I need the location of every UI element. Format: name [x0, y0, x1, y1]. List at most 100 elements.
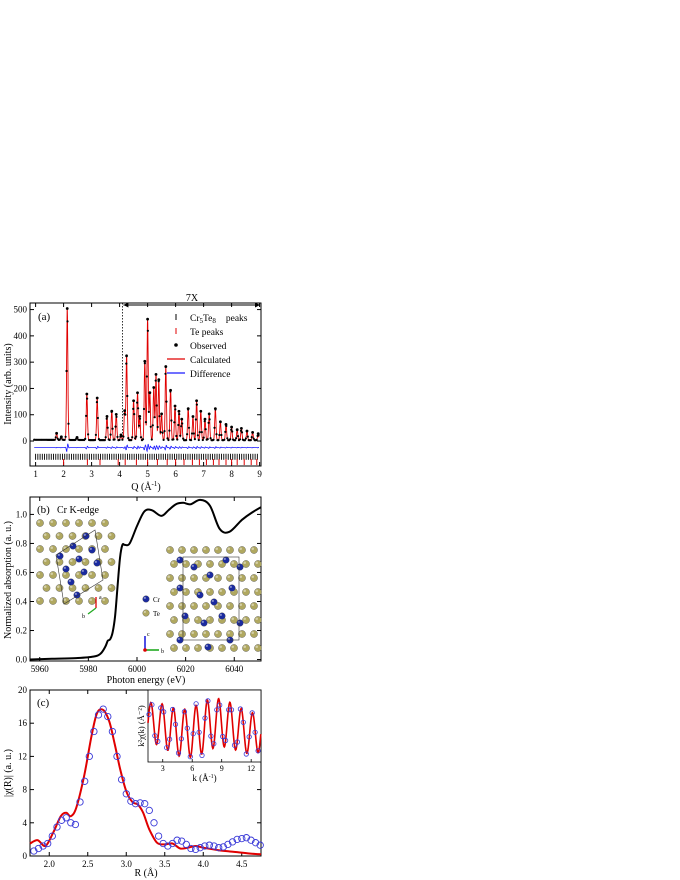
- te-atom: [242, 588, 250, 596]
- panel-a-xtick-label: 3: [89, 469, 94, 479]
- observed-point: [203, 420, 206, 423]
- observed-point: [154, 372, 158, 376]
- cr-atom: [62, 565, 70, 573]
- exp-point: [94, 711, 103, 719]
- cr-atom-highlight: [76, 556, 79, 559]
- te-atom: [242, 616, 250, 624]
- inset-exp-point: [243, 751, 249, 757]
- observed-point: [166, 437, 169, 440]
- panel-c-ylabel: |χ(R)| (a. u.): [3, 749, 14, 797]
- observed-point: [75, 435, 79, 439]
- te-atom-highlight: [108, 585, 112, 588]
- observed-point: [159, 430, 162, 434]
- te-atom-highlight: [56, 559, 60, 562]
- te-atom-highlight: [69, 559, 73, 562]
- te-atom-highlight: [179, 575, 183, 578]
- observed-point: [169, 388, 172, 392]
- te-atom-highlight: [167, 575, 171, 578]
- cr-atom-highlight: [177, 637, 180, 640]
- observed-point: [250, 436, 253, 439]
- observed-point: [199, 409, 203, 413]
- observed-point: [202, 436, 205, 439]
- panel-c-frame: [29, 689, 262, 857]
- te-atom: [226, 602, 234, 610]
- panel-b-ytick-label: 0.6: [16, 567, 28, 577]
- exp-point: [71, 820, 80, 829]
- inset-exp-point: [196, 729, 202, 735]
- exp-point: [85, 752, 93, 761]
- observed-point: [66, 320, 69, 323]
- te-atom-highlight: [89, 520, 92, 523]
- cr-atom-highlight: [211, 599, 214, 602]
- observed-point: [113, 438, 116, 441]
- observed-point: [200, 431, 203, 434]
- observed-point: [251, 430, 255, 434]
- te-atom-highlight: [243, 645, 247, 648]
- te-atom-highlight: [219, 589, 223, 592]
- observed-point: [168, 429, 171, 432]
- cr-atom-highlight: [219, 613, 222, 616]
- inset-exp-point: [217, 702, 223, 708]
- observed-point: [125, 362, 128, 365]
- legend-label: Difference: [190, 369, 230, 380]
- inset-fit-line: [147, 697, 262, 759]
- panel-a-ytick-label: 400: [14, 331, 28, 341]
- observed-point: [146, 317, 150, 321]
- inset-exp-point: [246, 734, 252, 740]
- te-atom-highlight: [239, 603, 243, 606]
- panel-b-ytick-label: 0.2: [16, 626, 27, 636]
- observed-point: [136, 401, 139, 404]
- observed-point: [230, 425, 234, 429]
- cr-atom: [67, 578, 75, 586]
- observed-point: [95, 401, 98, 404]
- cr-atom-highlight: [57, 553, 61, 556]
- observed-point: [191, 415, 195, 418]
- te-atom: [206, 588, 214, 596]
- te-atom-highlight: [191, 547, 195, 550]
- observed-point: [246, 435, 249, 438]
- inset-exp-point: [193, 701, 199, 707]
- exp-point: [173, 836, 181, 844]
- te-atom-highlight: [195, 645, 199, 648]
- panel-c-ytick-label: 0: [23, 851, 28, 861]
- te-atom-highlight: [203, 575, 207, 578]
- cr-atom: [190, 563, 198, 571]
- inset-exp-point: [158, 705, 164, 711]
- te-atom-highlight: [43, 585, 47, 588]
- observed-point: [176, 438, 179, 441]
- panel-b-ytick-label: 0.8: [16, 538, 28, 548]
- te-atom-highlight: [207, 561, 211, 564]
- te-atom: [42, 558, 51, 566]
- panel-a-xtick-label: 1: [33, 469, 38, 479]
- inset-exp-point: [240, 719, 246, 725]
- inset-exp-point: [187, 754, 193, 760]
- exp-point: [242, 834, 251, 842]
- observed-point: [109, 433, 112, 436]
- observed-point: [145, 375, 148, 378]
- cr-atom: [204, 643, 212, 651]
- cr-atom: [75, 555, 83, 563]
- difference-line: [34, 443, 259, 453]
- te-atom: [55, 532, 64, 540]
- observed-point: [219, 420, 222, 424]
- observed-point: [255, 438, 258, 441]
- observed-point: [163, 430, 166, 433]
- te-atom-highlight: [191, 575, 195, 578]
- observed-point: [147, 410, 150, 413]
- observed-point: [85, 392, 89, 396]
- observed-point: [213, 426, 216, 429]
- te-atom-highlight: [108, 533, 112, 536]
- axis-c-label: c: [147, 632, 150, 638]
- exp-point: [117, 775, 126, 784]
- cr-atom-highlight: [205, 644, 208, 647]
- inset-exp-point: [223, 737, 229, 744]
- te-atom: [75, 597, 83, 605]
- te-atom-highlight: [239, 575, 243, 578]
- exp-point: [39, 842, 47, 850]
- te-atom: [49, 545, 57, 553]
- te-atom: [101, 545, 109, 553]
- observed-point: [87, 433, 90, 436]
- te-atom: [230, 644, 238, 652]
- te-atom: [101, 519, 109, 527]
- observed-point: [160, 412, 164, 416]
